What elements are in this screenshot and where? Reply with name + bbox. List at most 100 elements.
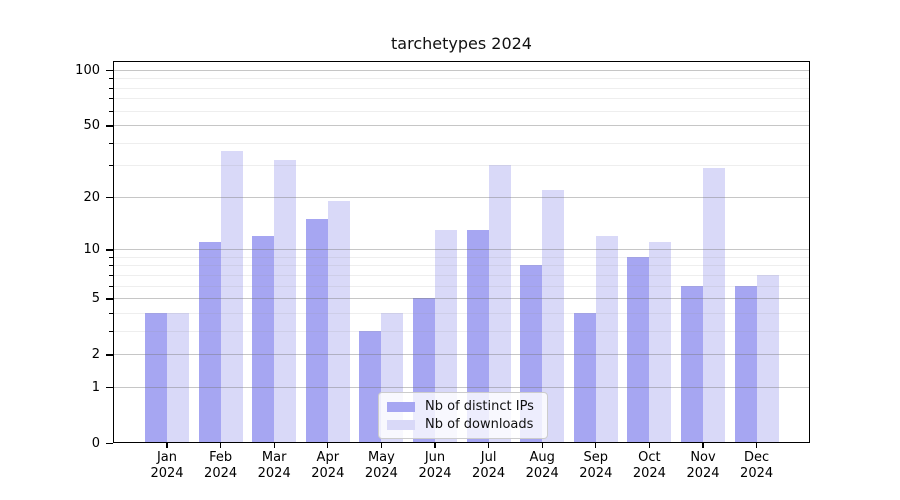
gridlines-layer (113, 61, 810, 443)
bar-downloads-nov (703, 168, 725, 443)
x-tick-year: 2024 (364, 466, 398, 481)
y-tick (106, 354, 113, 356)
y-minor-tick (109, 265, 113, 267)
bar-downloads-jun (435, 229, 457, 443)
grid-line-minor (113, 98, 810, 100)
y-minor-tick (109, 312, 113, 314)
y-minor-tick (109, 256, 113, 258)
y-tick-label: 1 (91, 379, 100, 395)
x-tick-year: 2024 (525, 466, 559, 481)
y-tick-label: 10 (83, 242, 100, 258)
x-tick-label: Nov 2024 (671, 450, 735, 482)
grid-line-minor (113, 110, 810, 112)
x-tick-year: 2024 (740, 466, 774, 481)
x-tick-month: Mar (261, 450, 287, 465)
x-tick-month: Jan (156, 450, 178, 465)
grid-line-major (113, 196, 810, 198)
x-tick-month: Feb (209, 450, 233, 465)
x-tick (595, 443, 597, 448)
y-tick (106, 70, 113, 72)
bar-downloads-jul (488, 165, 511, 443)
x-tick-month: Dec (744, 450, 770, 465)
y-minor-tick (109, 285, 113, 287)
x-tick (702, 443, 704, 448)
x-tick-month: Nov (690, 450, 716, 465)
bar-downloads-oct (649, 242, 672, 443)
y-minor-tick (109, 142, 113, 144)
bar-downloads-jan (167, 312, 189, 443)
grid-line-major (113, 70, 810, 71)
grid-line-minor (113, 165, 810, 167)
chart-title: tarchetypes 2024 (391, 34, 532, 53)
grid-line-minor (113, 312, 810, 314)
x-tick (755, 443, 758, 448)
grid-line-minor (113, 78, 810, 80)
x-tick-year: 2024 (579, 466, 613, 481)
legend-item-distinct-ips: Nb of distinct IPs (387, 399, 537, 414)
bar-downloads-feb (220, 151, 243, 443)
x-tick-month: Aug (529, 450, 555, 465)
bar-distinct-ips-dec (734, 285, 757, 443)
x-tick (273, 443, 275, 448)
y-minor-tick (109, 330, 113, 332)
y-minor-tick (109, 110, 113, 112)
y-tick-label: 50 (83, 118, 100, 134)
x-tick-month: Jun (424, 450, 446, 465)
x-tick-month: Jul (480, 450, 497, 465)
x-tick-year: 2024 (204, 466, 238, 481)
x-tick-month: May (367, 450, 395, 465)
grid-line-minor (113, 274, 810, 276)
y-tick (106, 298, 113, 300)
y-tick-label: 100 (75, 63, 100, 78)
x-tick-month: Apr (316, 450, 340, 465)
y-minor-tick (109, 165, 113, 167)
plot-area: Nb of distinct IPs Nb of downloads (113, 61, 810, 443)
x-tick (648, 443, 651, 448)
x-tick-month: Sep (583, 450, 609, 465)
bar-distinct-ips-jul (466, 229, 489, 443)
grid-line-minor (113, 330, 810, 332)
legend-item-downloads: Nb of downloads (387, 417, 537, 432)
grid-line-minor (113, 265, 810, 267)
x-tick-label: Sep 2024 (564, 450, 628, 482)
x-tick (166, 443, 168, 448)
legend-label: Nb of distinct IPs (425, 399, 534, 414)
legend: Nb of distinct IPs Nb of downloads (378, 392, 548, 439)
grid-line-minor (113, 285, 810, 287)
y-tick (106, 196, 113, 199)
x-tick-label: Jan 2024 (135, 450, 199, 482)
grid-line-minor (113, 142, 810, 144)
y-minor-tick (109, 274, 113, 276)
y-tick (106, 386, 113, 389)
y-minor-tick (109, 87, 113, 89)
legend-swatch-downloads (387, 419, 415, 430)
x-tick-label: Mar 2024 (242, 450, 306, 482)
y-tick-label: 0 (91, 436, 100, 451)
x-tick-label: May 2024 (349, 450, 413, 482)
bar-distinct-ips-apr (305, 218, 328, 443)
y-minor-tick (109, 98, 113, 100)
y-tick (106, 125, 113, 127)
bar-distinct-ips-jan (145, 312, 167, 443)
x-tick-label: Dec 2024 (725, 450, 789, 482)
x-tick-year: 2024 (472, 466, 506, 481)
bar-downloads-aug (542, 189, 565, 443)
x-tick-label: Oct 2024 (617, 450, 681, 482)
grid-line-major (113, 386, 810, 388)
x-tick-label: Feb 2024 (189, 450, 253, 482)
grid-line-major (113, 125, 810, 127)
bar-distinct-ips-oct (627, 256, 650, 443)
bar-downloads-sep (595, 235, 618, 443)
bar-distinct-ips-may (359, 330, 382, 443)
x-tick-label: Apr 2024 (296, 450, 360, 482)
bar-downloads-apr (327, 200, 350, 443)
bar-distinct-ips-mar (252, 235, 275, 443)
x-tick-year: 2024 (311, 466, 345, 481)
x-tick (541, 443, 543, 448)
bar-downloads-dec (756, 274, 779, 443)
x-tick-year: 2024 (418, 466, 452, 481)
x-tick-year: 2024 (150, 466, 184, 481)
legend-swatch-distinct-ips (387, 401, 415, 412)
y-tick (106, 249, 113, 251)
